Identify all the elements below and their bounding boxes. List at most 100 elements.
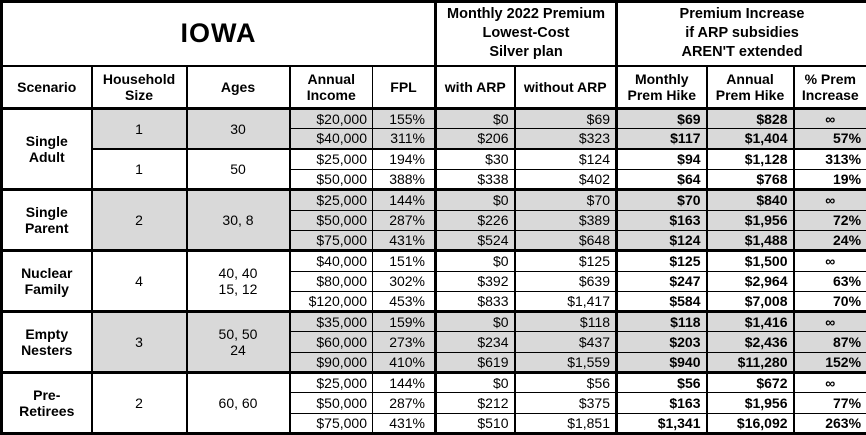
col-header-household: Household Size — [90, 65, 187, 110]
pct-increase-cell: 152% — [792, 351, 866, 374]
pct-increase-cell: 19% — [792, 168, 866, 191]
with-arp-cell: $338 — [434, 168, 516, 191]
annual-hike-cell: $768 — [705, 168, 795, 191]
table-row: $60,000 273% $234 $437 $203 $2,436 87% — [2, 331, 866, 353]
monthly-hike-cell: $584 — [615, 290, 708, 313]
col-header-without-arp: without ARP — [513, 65, 618, 110]
household-size-cell: 3 — [90, 310, 187, 374]
fpl-cell: 151% — [371, 249, 437, 272]
monthly-hike-cell: $94 — [615, 148, 708, 170]
pct-increase-cell: 70% — [792, 290, 866, 313]
table-row: Single Parent 2 30, 8 $25,000 144% $0 $70 $70 $8… — [1, 188, 866, 252]
fpl-cell: 287% — [371, 209, 437, 231]
pct-increase-cell: 77% — [792, 392, 866, 414]
table-row: $75,000 431% $524 $648 $124 $1,488 24% — [2, 229, 866, 252]
ages-cell: 40, 40 15, 12 — [185, 249, 290, 313]
without-arp-cell: $389 — [513, 209, 618, 231]
monthly-hike-cell: $1,341 — [615, 412, 708, 435]
annual-income-cell: $90,000 — [288, 351, 373, 374]
annual-hike-cell: $7,008 — [705, 290, 795, 313]
without-arp-cell: $323 — [513, 128, 618, 150]
annual-hike-cell: $1,956 — [705, 392, 795, 414]
without-arp-cell: $648 — [513, 229, 618, 252]
with-arp-cell: $0 — [434, 106, 516, 130]
monthly-hike-cell: $124 — [615, 229, 708, 252]
without-arp-cell: $375 — [513, 392, 618, 414]
annual-income-cell: $50,000 — [288, 168, 373, 191]
table-row: Single Adult 1 30 $20,000 155% $0 $69 $69 $828 ∞ — [1, 106, 866, 191]
table-row: $75,000 431% $510 $1,851 $1,341 $16,092 263% — [2, 412, 866, 435]
fpl-cell: 194% — [371, 148, 437, 170]
annual-hike-cell: $828 — [705, 106, 795, 130]
scenario-cell: Single Parent — [1, 188, 92, 252]
scenario-cell: Nuclear Family — [1, 249, 92, 313]
without-arp-cell: $402 — [513, 168, 618, 191]
without-arp-cell: $69 — [513, 106, 618, 130]
annual-hike-cell: $1,500 — [705, 249, 795, 272]
with-arp-cell: $510 — [434, 412, 516, 435]
annual-hike-cell: $1,416 — [705, 310, 795, 333]
pct-increase-cell: ∞ — [792, 249, 866, 272]
without-arp-cell: $56 — [513, 371, 618, 394]
without-arp-cell: $1,851 — [513, 412, 618, 435]
annual-income-cell: $40,000 — [288, 249, 373, 272]
pct-increase-cell: 87% — [792, 331, 866, 353]
annual-income-cell: $60,000 — [288, 331, 373, 353]
fpl-cell: 155% — [371, 106, 437, 130]
fpl-cell: 431% — [371, 412, 437, 435]
pct-increase-cell: 63% — [792, 270, 866, 292]
table-row: 1 50 $25,000 194% $30 $124 $94 $1,128 313% — [2, 148, 866, 191]
ages-cell: 60, 60 — [185, 371, 290, 434]
col-header-income: Annual Income — [288, 65, 373, 110]
monthly-hike-cell: $64 — [615, 168, 708, 191]
col-header-monthly-hike: Monthly Prem Hike — [615, 65, 708, 110]
with-arp-cell: $0 — [434, 371, 516, 394]
with-arp-cell: $30 — [434, 148, 516, 170]
col-header-pct-increase: % Prem Increase — [792, 65, 866, 110]
table-row: Empty Nesters 3 50, 50 24 $35,000 159% $0 $118… — [1, 310, 866, 374]
with-arp-cell: $0 — [434, 310, 516, 333]
table-row: $50,000 287% $212 $375 $163 $1,956 77% — [2, 392, 866, 414]
with-arp-cell: $226 — [434, 209, 516, 231]
without-arp-cell: $437 — [513, 331, 618, 353]
col-header-ages: Ages — [185, 65, 290, 110]
pct-increase-cell: ∞ — [792, 188, 866, 211]
annual-income-cell: $25,000 — [288, 188, 373, 211]
fpl-cell: 273% — [371, 331, 437, 353]
with-arp-cell: $212 — [434, 392, 516, 414]
annual-income-cell: $25,000 — [288, 371, 373, 394]
table-row: $80,000 302% $392 $639 $247 $2,964 63% — [2, 270, 866, 292]
without-arp-cell: $70 — [513, 188, 618, 211]
table-title: IOWA — [0, 1, 437, 67]
annual-hike-cell: $11,280 — [705, 351, 795, 374]
with-arp-cell: $392 — [434, 270, 516, 292]
scenario-cell: Empty Nesters — [1, 310, 92, 374]
monthly-hike-cell: $163 — [615, 209, 708, 231]
annual-hike-cell: $1,488 — [705, 229, 795, 252]
table-body: Single Adult 1 30 $20,000 155% $0 $69 $69 $828 ∞ $… — [1, 106, 866, 435]
annual-income-cell: $75,000 — [288, 229, 373, 252]
annual-income-cell: $120,000 — [288, 290, 373, 313]
household-size-cell: 4 — [90, 249, 187, 313]
fpl-cell: 287% — [371, 392, 437, 414]
ages-cell: 50 — [185, 148, 290, 191]
annual-income-cell: $50,000 — [288, 392, 373, 414]
ages-cell: 30, 8 — [185, 188, 290, 252]
monthly-hike-cell: $125 — [615, 249, 708, 272]
fpl-cell: 311% — [371, 128, 437, 150]
fpl-cell: 302% — [371, 270, 437, 292]
with-arp-cell: $0 — [434, 188, 516, 211]
with-arp-cell: $234 — [434, 331, 516, 353]
monthly-hike-cell: $69 — [615, 106, 708, 130]
scenario-cell: Pre-Retirees — [1, 371, 92, 434]
column-header-row: Scenario Household Size Ages Annual Inco… — [1, 65, 866, 110]
annual-income-cell: $20,000 — [288, 106, 373, 130]
monthly-hike-cell: $163 — [615, 392, 708, 414]
pct-increase-cell: 24% — [792, 229, 866, 252]
col-header-scenario: Scenario — [1, 65, 92, 110]
monthly-hike-cell: $940 — [615, 351, 708, 374]
monthly-hike-cell: $56 — [615, 371, 708, 394]
fpl-cell: 144% — [371, 371, 437, 394]
table-row: $40,000 311% $206 $323 $117 $1,404 57% — [2, 128, 866, 150]
